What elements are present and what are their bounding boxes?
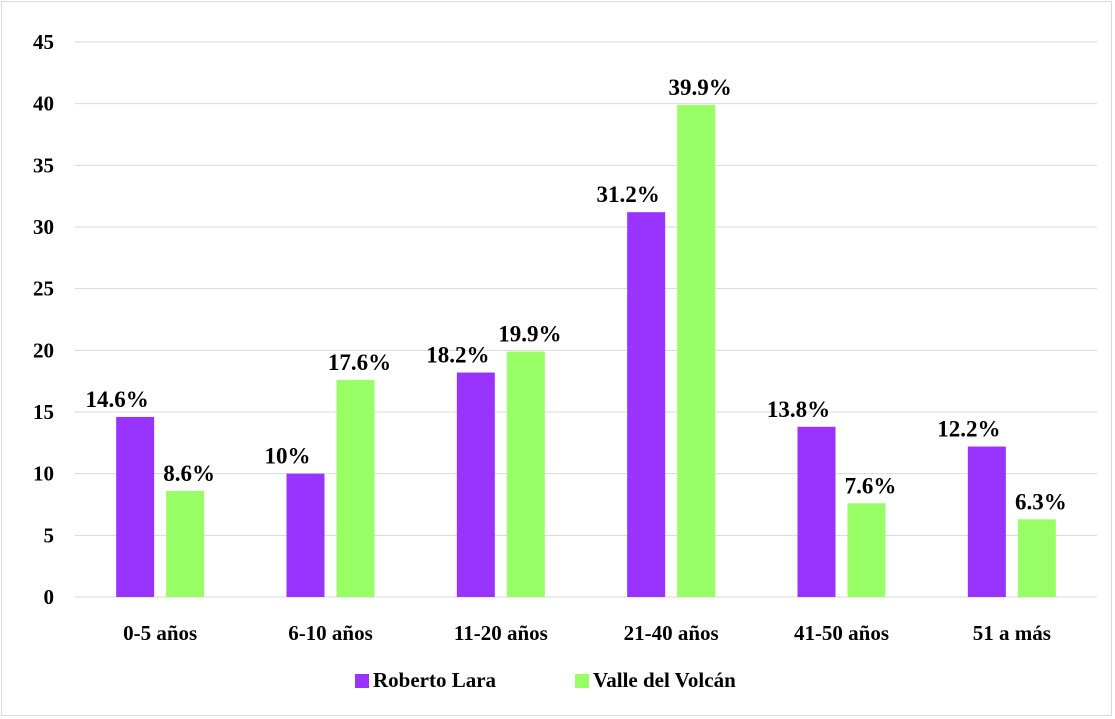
y-tick-label: 20 xyxy=(33,338,54,362)
y-tick-label: 25 xyxy=(33,277,54,301)
data-label: 7.6% xyxy=(845,473,897,498)
y-tick-label: 45 xyxy=(33,30,54,54)
y-tick-label: 30 xyxy=(33,215,54,239)
bar-roberto-lara xyxy=(797,426,836,597)
y-tick-label: 40 xyxy=(33,92,54,116)
data-label: 18.2% xyxy=(426,343,489,368)
data-label: 13.8% xyxy=(767,397,830,422)
legend-swatch xyxy=(575,674,589,688)
y-tick-label: 35 xyxy=(33,153,54,177)
x-tick-label: 6-10 años xyxy=(288,621,373,645)
bar-valle-del-volcan xyxy=(1017,519,1056,597)
x-tick-label: 21-40 años xyxy=(624,621,719,645)
bar-valle-del-volcan xyxy=(847,503,886,597)
y-tick-label: 0 xyxy=(44,585,55,609)
data-label: 31.2% xyxy=(597,182,660,207)
bar-valle-del-volcan xyxy=(336,379,375,597)
y-tick-label: 15 xyxy=(33,400,54,424)
x-tick-label: 51 a más xyxy=(973,621,1051,645)
data-label: 17.6% xyxy=(328,350,391,375)
bar-valle-del-volcan xyxy=(506,351,545,597)
x-tick-label: 11-20 años xyxy=(454,621,548,645)
x-tick-label: 41-50 años xyxy=(794,621,889,645)
data-label: 10% xyxy=(265,444,311,469)
y-tick-label: 5 xyxy=(44,523,55,547)
data-label: 8.6% xyxy=(163,461,215,486)
bar-valle-del-volcan xyxy=(166,490,205,597)
legend-label: Roberto Lara xyxy=(373,668,497,692)
data-label: 14.6% xyxy=(86,387,149,412)
data-label: 39.9% xyxy=(669,75,732,100)
bar-roberto-lara xyxy=(456,372,495,597)
legend-label: Valle del Volcán xyxy=(593,668,736,692)
bar-roberto-lara xyxy=(116,416,155,597)
data-label: 6.3% xyxy=(1015,489,1067,514)
x-tick-label: 0-5 años xyxy=(123,621,197,645)
data-label: 19.9% xyxy=(498,322,561,347)
bar-roberto-lara xyxy=(286,473,325,597)
bar-roberto-lara xyxy=(627,212,666,597)
y-tick-label: 10 xyxy=(33,462,54,486)
bar-valle-del-volcan xyxy=(677,104,716,598)
legend-swatch xyxy=(355,674,369,688)
data-label: 12.2% xyxy=(937,417,1000,442)
bar-roberto-lara xyxy=(967,446,1006,597)
